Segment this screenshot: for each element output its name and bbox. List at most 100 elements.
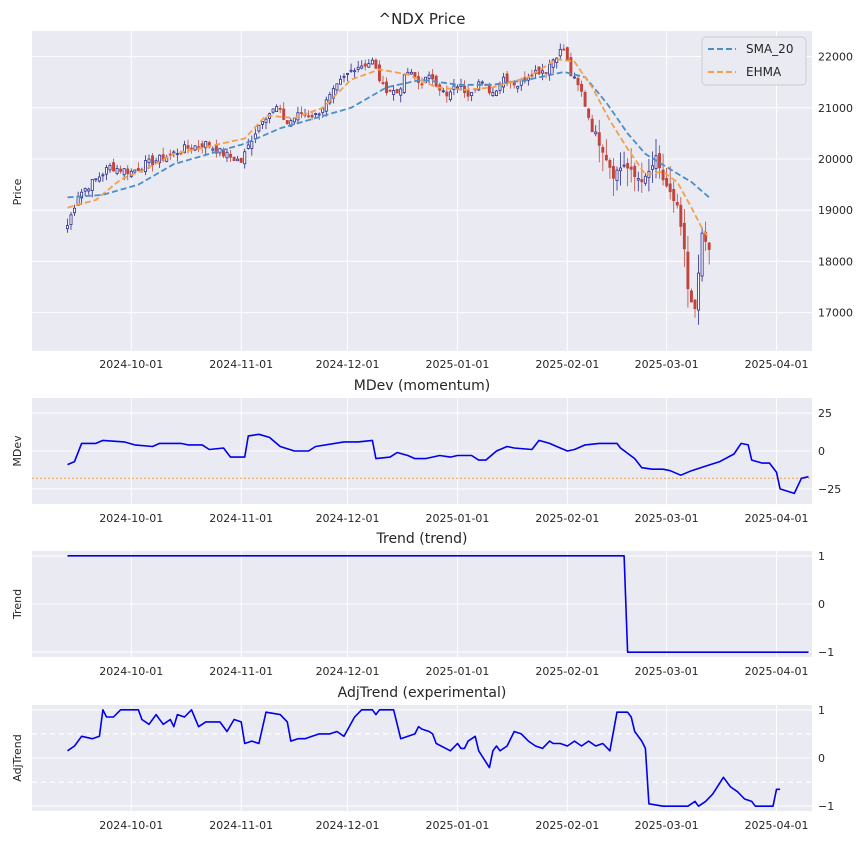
candle <box>239 157 243 163</box>
candle-body <box>697 272 701 311</box>
candle-body <box>604 154 608 161</box>
candle <box>243 148 247 169</box>
candle-body <box>611 166 615 179</box>
candle-body <box>420 83 424 86</box>
candle <box>349 63 353 73</box>
candle <box>594 125 598 137</box>
candle <box>452 78 456 96</box>
candle <box>611 158 615 197</box>
candle <box>502 72 506 94</box>
candle-body <box>104 167 108 175</box>
candle <box>324 96 328 117</box>
price-y-tick-label: 19000 <box>818 204 853 217</box>
candle-body <box>108 164 112 171</box>
candle <box>658 145 662 179</box>
price-x-tick-label: 2025-03-01 <box>635 358 699 371</box>
candle <box>136 162 140 172</box>
price-x-tick-label: 2024-11-01 <box>209 358 273 371</box>
candle <box>143 155 147 176</box>
trend-y-axis-label: Trend <box>11 589 24 620</box>
trend-x-tick-label: 2024-11-01 <box>209 665 273 678</box>
candle-body <box>548 64 552 75</box>
candle-body <box>530 74 534 77</box>
candle <box>87 187 91 195</box>
candle-body <box>480 81 484 84</box>
candle <box>69 212 73 230</box>
candle-body <box>477 81 481 91</box>
candle-body <box>175 153 179 156</box>
price-y-tick-label: 20000 <box>818 153 853 166</box>
candle <box>108 162 112 173</box>
candle-body <box>97 176 101 182</box>
candle-body <box>555 57 559 63</box>
candle <box>271 108 275 114</box>
candle <box>299 106 303 119</box>
candle-body <box>576 77 580 86</box>
price-x-tick-label: 2025-02-01 <box>535 358 599 371</box>
mdev-chart-title: MDev (momentum) <box>354 378 490 394</box>
candle-body <box>370 59 374 65</box>
candle-body <box>349 69 353 72</box>
candle <box>381 75 385 86</box>
mdev-y-tick-label: 25 <box>818 407 832 420</box>
candle-body <box>551 59 555 68</box>
candle <box>601 144 605 172</box>
candle-body <box>388 89 392 92</box>
candle <box>115 164 119 176</box>
candle-body <box>700 232 704 277</box>
candle <box>307 110 311 118</box>
candle-body <box>494 90 498 96</box>
candle-body <box>686 251 690 290</box>
candle <box>615 166 619 191</box>
candle <box>665 167 669 188</box>
candle-body <box>583 91 587 107</box>
candle-body <box>682 222 686 250</box>
candle <box>569 52 573 77</box>
mdev-line <box>67 433 809 495</box>
candle-body <box>654 155 658 169</box>
candle-body <box>448 91 452 100</box>
candle <box>668 165 672 200</box>
candle-body <box>289 120 293 127</box>
candle <box>246 138 250 150</box>
candle <box>151 153 155 172</box>
candle-body <box>158 154 162 164</box>
mdev-x-tick-label: 2025-01-01 <box>425 512 489 525</box>
adjtrend-x-tick-label: 2025-03-01 <box>635 819 699 832</box>
candle <box>431 68 435 86</box>
candle-body <box>126 168 130 175</box>
trend-line <box>67 555 809 653</box>
candle <box>672 181 676 213</box>
candle-body <box>65 225 69 230</box>
candle-body <box>225 151 229 159</box>
candle <box>686 235 690 308</box>
candle <box>370 57 374 65</box>
adjtrend-x-tick-label: 2025-04-01 <box>745 819 809 832</box>
candle <box>353 67 357 79</box>
candle-body <box>452 85 456 91</box>
candle <box>126 165 130 181</box>
candle-body <box>562 48 566 51</box>
candle <box>693 299 697 318</box>
trend-y-tick-label: −1 <box>818 646 834 659</box>
candle-body <box>182 144 186 153</box>
candle-body <box>346 72 350 75</box>
adjtrend-x-tick-label: 2024-11-01 <box>209 819 273 832</box>
candle <box>650 151 654 183</box>
adjtrend-x-tick-label: 2025-02-01 <box>535 819 599 832</box>
trend-x-tick-label: 2025-01-01 <box>425 665 489 678</box>
candle-body <box>569 57 573 77</box>
candle <box>388 89 392 92</box>
candle-body <box>193 145 197 151</box>
candle-body <box>668 183 672 193</box>
candle-body <box>285 120 289 125</box>
candle <box>236 155 240 162</box>
price-x-tick-label: 2024-10-01 <box>99 358 163 371</box>
candle-body <box>363 63 367 67</box>
candle-body <box>392 90 396 95</box>
candle <box>229 150 233 162</box>
candle-body <box>246 144 250 149</box>
candle <box>104 164 108 181</box>
candle-body <box>250 141 254 149</box>
price-x-tick-label: 2025-01-01 <box>425 358 489 371</box>
